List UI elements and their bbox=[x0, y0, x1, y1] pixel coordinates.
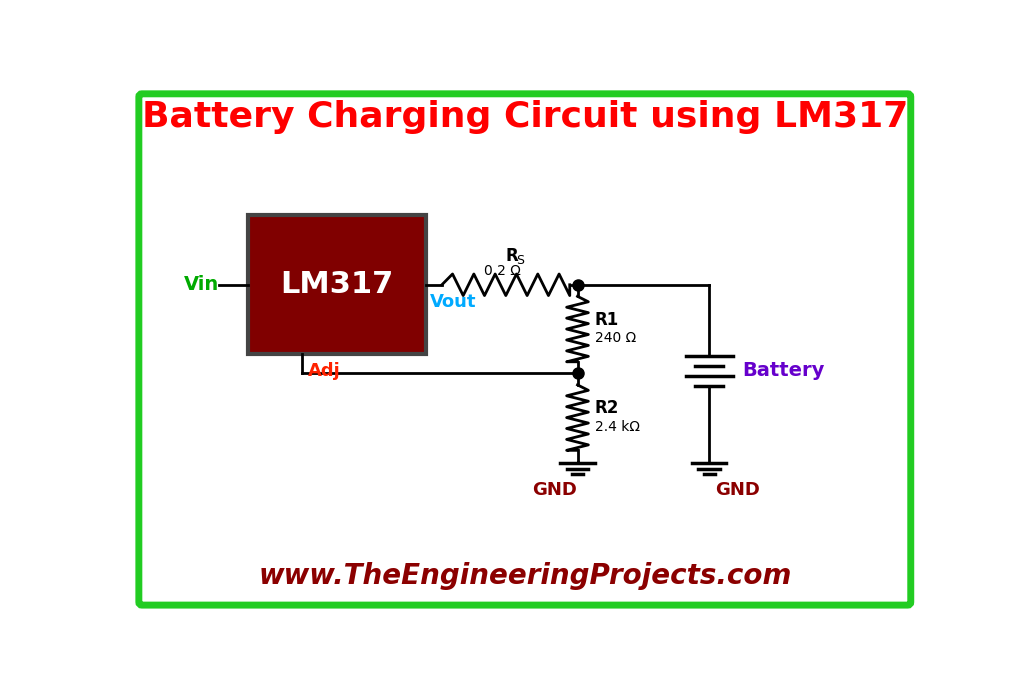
Text: R2: R2 bbox=[595, 399, 618, 417]
Text: GND: GND bbox=[531, 482, 577, 500]
Text: Adj: Adj bbox=[308, 362, 341, 380]
Text: Vout: Vout bbox=[430, 293, 477, 311]
Text: S: S bbox=[516, 254, 524, 266]
Text: R: R bbox=[506, 246, 518, 264]
Text: 240 Ω: 240 Ω bbox=[595, 331, 636, 345]
Text: Battery: Battery bbox=[741, 361, 824, 380]
Text: LM317: LM317 bbox=[281, 271, 394, 299]
Text: 0.2 Ω: 0.2 Ω bbox=[483, 264, 520, 278]
Text: www.TheEngineeringProjects.com: www.TheEngineeringProjects.com bbox=[258, 562, 792, 590]
Text: R1: R1 bbox=[595, 311, 618, 329]
Text: Vin: Vin bbox=[184, 275, 219, 294]
FancyBboxPatch shape bbox=[139, 94, 910, 605]
Bar bbox=[248, 215, 426, 354]
Text: 2.4 kΩ: 2.4 kΩ bbox=[595, 420, 640, 434]
Text: Battery Charging Circuit using LM317: Battery Charging Circuit using LM317 bbox=[141, 100, 908, 134]
Text: GND: GND bbox=[716, 482, 761, 500]
